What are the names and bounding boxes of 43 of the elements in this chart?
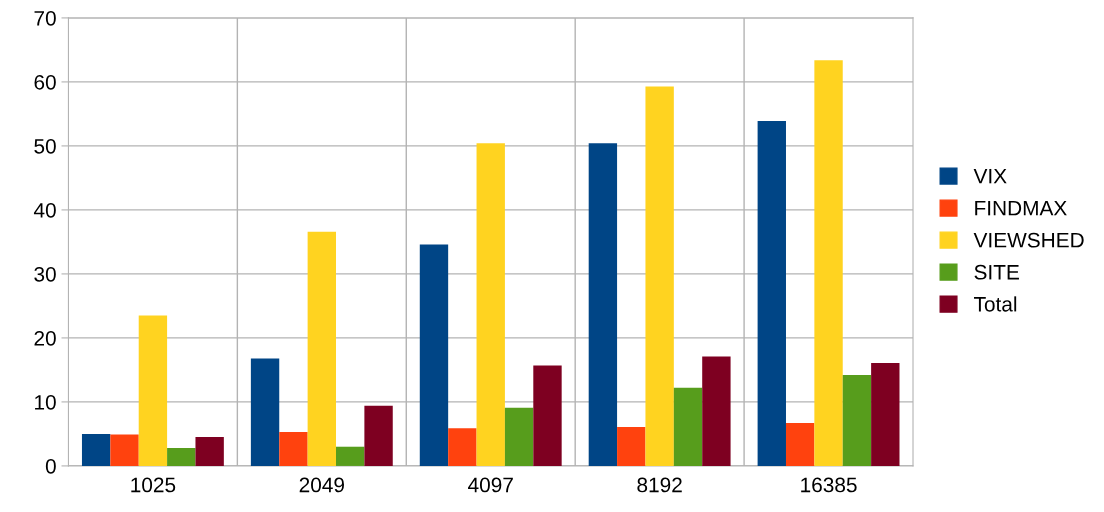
bar <box>814 60 843 466</box>
x-tick-label: 16385 <box>801 477 857 493</box>
bar <box>617 426 646 466</box>
y-tick-label: 50 <box>34 138 56 154</box>
bar <box>250 358 280 466</box>
legend-label: FINDMAX <box>975 201 1067 216</box>
bar <box>81 433 111 466</box>
legend-label: SITE <box>974 264 1019 280</box>
bar <box>757 120 786 466</box>
bar <box>645 86 674 466</box>
bar <box>504 407 534 466</box>
x-tick-label: 2049 <box>299 477 344 493</box>
bar <box>195 437 224 466</box>
x-tick-label: 4097 <box>468 477 513 493</box>
bar <box>476 143 505 466</box>
bar <box>588 143 618 466</box>
bar <box>307 231 336 466</box>
bar <box>364 405 393 466</box>
legend-label: VIX <box>973 168 1007 184</box>
bar <box>785 423 815 466</box>
bar <box>448 428 477 466</box>
y-tick-label: 60 <box>34 74 56 90</box>
y-tick-label: 20 <box>34 330 56 346</box>
bar <box>167 448 196 466</box>
bar <box>336 446 365 466</box>
y-tick-label: 10 <box>35 394 56 410</box>
bar <box>702 356 731 466</box>
bar <box>279 432 308 466</box>
bar <box>110 434 139 466</box>
bar <box>533 365 562 466</box>
legend-label: Total <box>974 296 1017 312</box>
y-tick-label: 0 <box>45 458 56 474</box>
x-tick-label: 8192 <box>637 477 682 493</box>
bar <box>419 244 449 466</box>
bar <box>871 362 900 466</box>
bar <box>842 375 872 466</box>
y-tick-label: 70 <box>34 10 56 26</box>
bar <box>673 387 703 466</box>
legend-label: VIEWSHED <box>973 232 1084 248</box>
x-tick-label: 1025 <box>131 477 176 493</box>
bar <box>138 315 168 466</box>
y-tick-label: 40 <box>33 202 56 218</box>
y-tick-label: 30 <box>34 266 56 282</box>
